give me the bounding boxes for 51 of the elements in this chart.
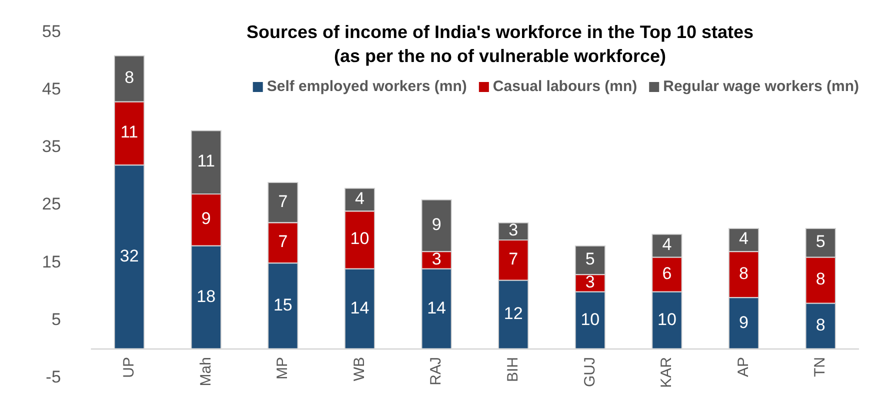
data-label: 8 <box>816 316 826 335</box>
y-tick-label: 35 <box>42 137 61 156</box>
x-tick-label: BIH <box>504 357 522 382</box>
data-label: 3 <box>432 249 442 268</box>
data-label: 11 <box>120 122 138 142</box>
y-tick-label: 55 <box>42 22 61 41</box>
x-tick-label: KAR <box>658 356 676 388</box>
data-label: 15 <box>273 295 292 314</box>
data-label: 8 <box>124 68 134 87</box>
x-tick-label: AP <box>734 357 752 378</box>
x-tick-label: GUJ <box>581 357 598 387</box>
data-label: 10 <box>350 229 370 248</box>
data-label: 14 <box>427 298 446 318</box>
legend-label: Casual labours (mn) <box>492 78 638 96</box>
y-tick-label: 5 <box>51 310 61 329</box>
data-label: 6 <box>662 264 672 283</box>
data-label: 9 <box>432 214 442 234</box>
data-label: 7 <box>508 249 518 268</box>
y-tick-label: 15 <box>42 252 61 272</box>
x-tick-label: Mah <box>197 357 214 386</box>
data-label: 10 <box>580 310 600 329</box>
data-label: 8 <box>816 270 826 289</box>
data-label: 18 <box>196 286 216 306</box>
data-label: 4 <box>739 229 749 248</box>
y-tick-label: 45 <box>42 79 61 98</box>
data-label: 7 <box>278 232 288 252</box>
data-label: 9 <box>739 312 749 332</box>
data-label: 10 <box>658 310 676 329</box>
x-tick-label: MP <box>274 357 292 380</box>
data-label: 11 <box>197 151 215 170</box>
data-label: 4 <box>662 235 672 254</box>
y-tick-label: -5 <box>46 367 61 386</box>
x-tick-label: TN <box>812 357 829 377</box>
data-label: 9 <box>201 209 211 228</box>
data-label: 14 <box>350 298 370 318</box>
data-label: 3 <box>508 220 518 240</box>
x-tick-label: RAJ <box>428 357 445 386</box>
y-tick-label: 25 <box>42 194 61 214</box>
data-label: 5 <box>585 249 595 268</box>
data-label: 3 <box>585 272 595 292</box>
data-label: 12 <box>504 304 523 324</box>
legend-label: Self employed workers (mn) <box>266 78 467 96</box>
data-label: 8 <box>739 264 749 283</box>
data-label: 32 <box>120 246 139 266</box>
data-label: 4 <box>355 188 364 208</box>
x-tick-label: UP <box>120 357 138 378</box>
legend-label: Regular wage workers (mn) <box>663 78 860 96</box>
x-tick-label: WB <box>350 357 368 382</box>
data-label: 5 <box>816 232 826 252</box>
data-label: 7 <box>278 192 288 211</box>
chart-title: Sources of income of India's workforce in the Top 10 states (as per the no of vulnerable workforce) <box>246 22 754 66</box>
